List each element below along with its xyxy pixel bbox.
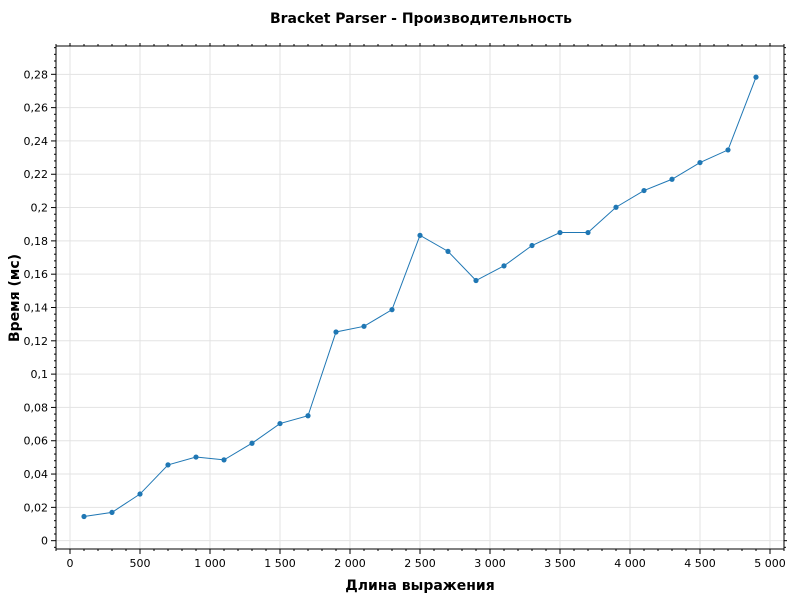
y-tick-label: 0,24: [24, 135, 49, 148]
series-layer: [81, 74, 759, 520]
data-point: [249, 440, 255, 446]
y-tick-label: 0,22: [24, 168, 49, 181]
data-point: [445, 248, 451, 254]
x-tick-label: 500: [130, 557, 151, 570]
data-point: [613, 204, 619, 210]
data-point: [641, 187, 647, 194]
data-point: [305, 413, 311, 419]
y-tick-label: 0,08: [24, 401, 49, 414]
x-tick-label: 1 500: [264, 557, 296, 570]
x-tick-label: 5 000: [754, 557, 786, 570]
y-tick-label: 0,28: [24, 68, 49, 81]
y-tick-label: 0,16: [24, 268, 49, 281]
data-point: [165, 462, 171, 468]
x-tick-label: 2 500: [404, 557, 436, 570]
y-tick-label: 0,04: [24, 468, 49, 481]
x-axis-label: Длина выражения: [345, 578, 494, 594]
data-point: [725, 147, 731, 153]
x-tick-label: 1 000: [194, 557, 226, 570]
data-point: [501, 263, 507, 269]
y-tick-label: 0,2: [31, 202, 49, 215]
y-tick-label: 0,18: [24, 235, 49, 248]
data-point: [81, 513, 87, 520]
y-tick-label: 0: [41, 535, 48, 548]
y-tick-label: 0,14: [24, 301, 49, 314]
data-point: [753, 74, 759, 80]
y-axis: 0 0,02 0,04 0,06 0,08 0,1 0,12 0,14 0,16 0,18 0,2 0…: [24, 47, 787, 548]
data-point: [137, 491, 143, 497]
data-point: [557, 229, 563, 236]
data-point: [585, 229, 591, 236]
chart-title: Bracket Parser - Производительность: [270, 11, 572, 27]
y-tick-label: 0,06: [24, 435, 49, 448]
data-point: [529, 242, 535, 249]
y-tick-label: 0,02: [24, 501, 49, 514]
x-tick-label: 0: [67, 557, 74, 570]
data-point: [277, 420, 283, 427]
y-tick-label: 0,12: [24, 335, 49, 348]
x-axis: 0 500 1 000 1 500 2 000 2 500 3 000 3 500 4 000 4…: [55, 43, 786, 570]
x-tick-label: 4 000: [614, 557, 646, 570]
x-tick-label: 3 000: [474, 557, 506, 570]
data-point: [193, 454, 199, 460]
data-point: [697, 159, 703, 166]
x-tick-label: 3 500: [544, 557, 576, 570]
x-tick-label: 2 000: [334, 557, 366, 570]
data-point: [417, 232, 423, 238]
y-tick-label: 0,1: [31, 368, 49, 381]
data-point: [669, 176, 675, 182]
data-point: [389, 307, 395, 313]
data-point: [109, 509, 115, 515]
grid: [56, 46, 784, 549]
x-tick-label: 4 500: [684, 557, 716, 570]
y-tick-label: 0,26: [24, 102, 49, 115]
data-point: [221, 457, 227, 463]
data-point: [333, 329, 339, 335]
data-point: [361, 323, 367, 329]
y-axis-label: Время (мс): [7, 254, 23, 342]
data-point: [473, 277, 479, 284]
